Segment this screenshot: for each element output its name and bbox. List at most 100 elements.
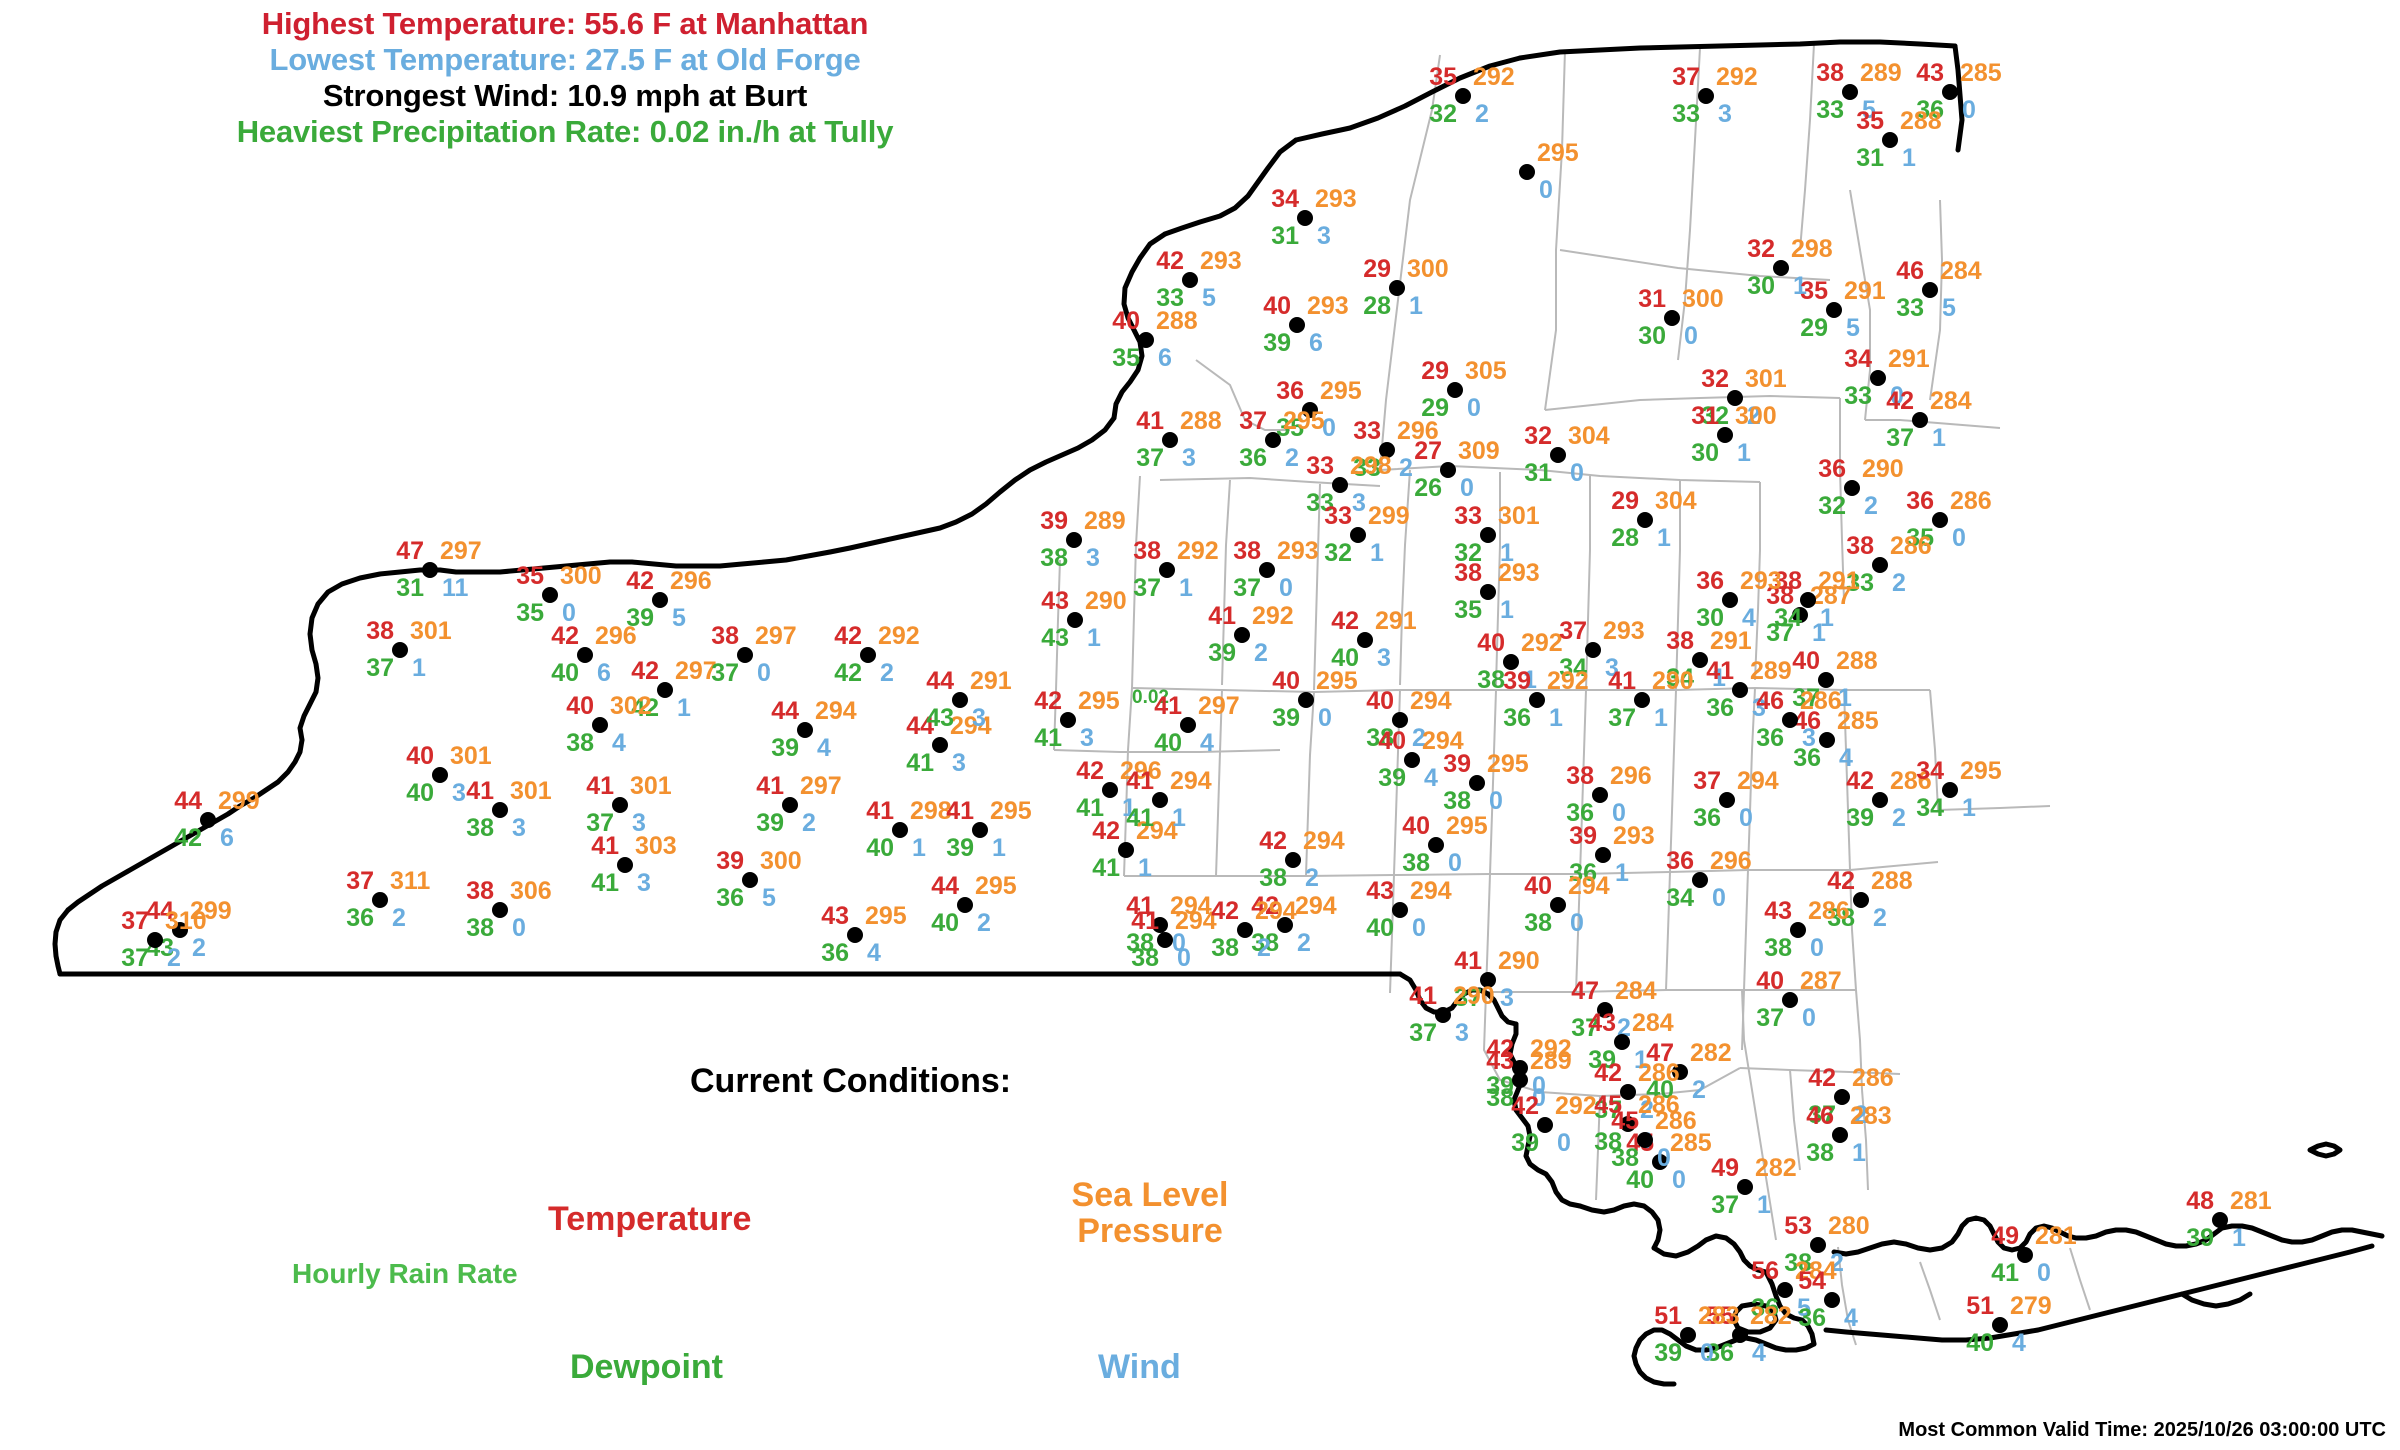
station-marker-icon: [392, 642, 408, 658]
station-marker-icon: [1792, 607, 1808, 623]
station-dewpoint: 33: [1156, 284, 1184, 312]
station-wind: 6: [1309, 329, 1323, 357]
station-marker-icon: [2212, 1212, 2228, 1228]
station-marker-icon: [1297, 210, 1313, 226]
station-wind: 3: [632, 809, 646, 837]
station-dewpoint: 38: [1259, 864, 1287, 892]
station-dewpoint: 41: [1034, 724, 1062, 752]
station-sea-level-pressure: 286: [1638, 1059, 1680, 1087]
station-dewpoint: 37: [1808, 1101, 1836, 1129]
station-wind: 2: [1892, 804, 1906, 832]
station-wind: 1: [412, 654, 426, 682]
station-dewpoint: 36: [1793, 744, 1821, 772]
station-dewpoint: 31: [1271, 222, 1299, 250]
station-marker-icon: [1067, 612, 1083, 628]
station-marker-icon: [1357, 632, 1373, 648]
station-dewpoint: 40: [1626, 1166, 1654, 1194]
station-dewpoint: 35: [1454, 596, 1482, 624]
station-dewpoint: 41: [906, 749, 934, 777]
station-wind: 4: [1200, 729, 1214, 757]
station-wind: 4: [817, 734, 831, 762]
station-sea-level-pressure: 298: [1350, 452, 1392, 480]
station-sea-level-pressure: 303: [635, 832, 677, 860]
station-sea-level-pressure: 285: [1837, 707, 1879, 735]
station-temperature: 46: [1896, 257, 1924, 285]
station-wind: 2: [1692, 1076, 1706, 1104]
station-sea-level-pressure: 309: [1458, 437, 1500, 465]
station-dewpoint: 43: [1041, 624, 1069, 652]
station-wind: 5: [1846, 314, 1860, 342]
station-temperature: 41: [586, 772, 614, 800]
station-temperature: 41: [1154, 692, 1182, 720]
station-marker-icon: [1379, 442, 1395, 458]
station-dewpoint: 40: [1646, 1076, 1674, 1104]
station-sea-level-pressure: 301: [410, 617, 452, 645]
county-borders: [1053, 43, 2091, 1346]
station-wind: 1: [1122, 794, 1136, 822]
station-sea-level-pressure: 293: [1603, 617, 1645, 645]
station-dewpoint: 38: [1443, 787, 1471, 815]
station-temperature: 53: [1784, 1212, 1812, 1240]
station-temperature: 40: [1272, 667, 1300, 695]
station-temperature: 46: [1806, 1102, 1834, 1130]
station-sea-level-pressure: 286: [1890, 767, 1932, 795]
station-sea-level-pressure: 295: [1960, 757, 2002, 785]
station-marker-icon: [147, 932, 163, 948]
station-marker-icon: [957, 897, 973, 913]
station-sea-level-pressure: 301: [1498, 502, 1540, 530]
station-marker-icon: [652, 592, 668, 608]
station-dewpoint: 37: [1594, 1096, 1622, 1124]
station-sea-level-pressure: 306: [510, 877, 552, 905]
station-marker-icon: [782, 797, 798, 813]
station-wind: 0: [1412, 914, 1426, 942]
station-marker-icon: [1870, 370, 1886, 386]
station-wind: 2: [1864, 492, 1878, 520]
station-wind: 2: [167, 944, 181, 972]
station-wind: 1: [1932, 424, 1946, 452]
station-dewpoint: 39: [1272, 704, 1300, 732]
station-sea-level-pressure: 291: [1375, 607, 1417, 635]
station-dewpoint: 39: [1263, 329, 1291, 357]
station-dewpoint: 37: [1454, 984, 1482, 1012]
station-temperature: 40: [406, 742, 434, 770]
station-marker-icon: [1503, 654, 1519, 670]
station-sea-level-pressure: 294: [1422, 727, 1464, 755]
station-marker-icon: [542, 587, 558, 603]
station-sea-level-pressure: 292: [1252, 602, 1294, 630]
station-dewpoint: 38: [1251, 929, 1279, 957]
station-sea-level-pressure: 281: [2035, 1222, 2077, 1250]
station-sea-level-pressure: 295: [1446, 812, 1488, 840]
station-wind: 1: [912, 834, 926, 862]
station-temperature: 37: [121, 907, 149, 935]
station-wind: 11: [442, 574, 469, 602]
station-dewpoint: 37: [1766, 619, 1794, 647]
station-sea-level-pressure: 292: [1716, 63, 1758, 91]
station-temperature: 42: [1211, 897, 1239, 925]
station-temperature: 44: [931, 872, 959, 900]
station-sea-level-pressure: 287: [1800, 967, 1842, 995]
station-dewpoint: 28: [1611, 524, 1639, 552]
station-wind: 0: [1177, 944, 1191, 972]
station-marker-icon: [737, 647, 753, 663]
station-sea-level-pressure: 301: [1745, 365, 1787, 393]
station-dewpoint: 38: [1477, 666, 1505, 694]
station-sea-level-pressure: 299: [190, 897, 232, 925]
station-sea-level-pressure: 295: [1283, 407, 1325, 435]
station-dewpoint: 29: [1800, 314, 1828, 342]
station-wind: 1: [1172, 804, 1186, 832]
station-temperature: 40: [1263, 292, 1291, 320]
station-temperature: 42: [1331, 607, 1359, 635]
station-marker-icon: [1289, 317, 1305, 333]
station-wind: 3: [1352, 489, 1366, 517]
station-wind: 4: [1839, 744, 1853, 772]
station-temperature: 51: [1654, 1302, 1682, 1330]
station-dewpoint: 40: [931, 909, 959, 937]
station-wind: 5: [672, 604, 686, 632]
station-sea-level-pressure: 290: [1498, 947, 1540, 975]
station-temperature: 34: [1844, 345, 1872, 373]
station-temperature: 49: [1991, 1222, 2019, 1250]
station-sea-level-pressure: 288: [1180, 407, 1222, 435]
station-marker-icon: [1826, 302, 1842, 318]
station-sea-level-pressure: 294: [1170, 892, 1212, 920]
station-wind: 5: [1942, 294, 1956, 322]
